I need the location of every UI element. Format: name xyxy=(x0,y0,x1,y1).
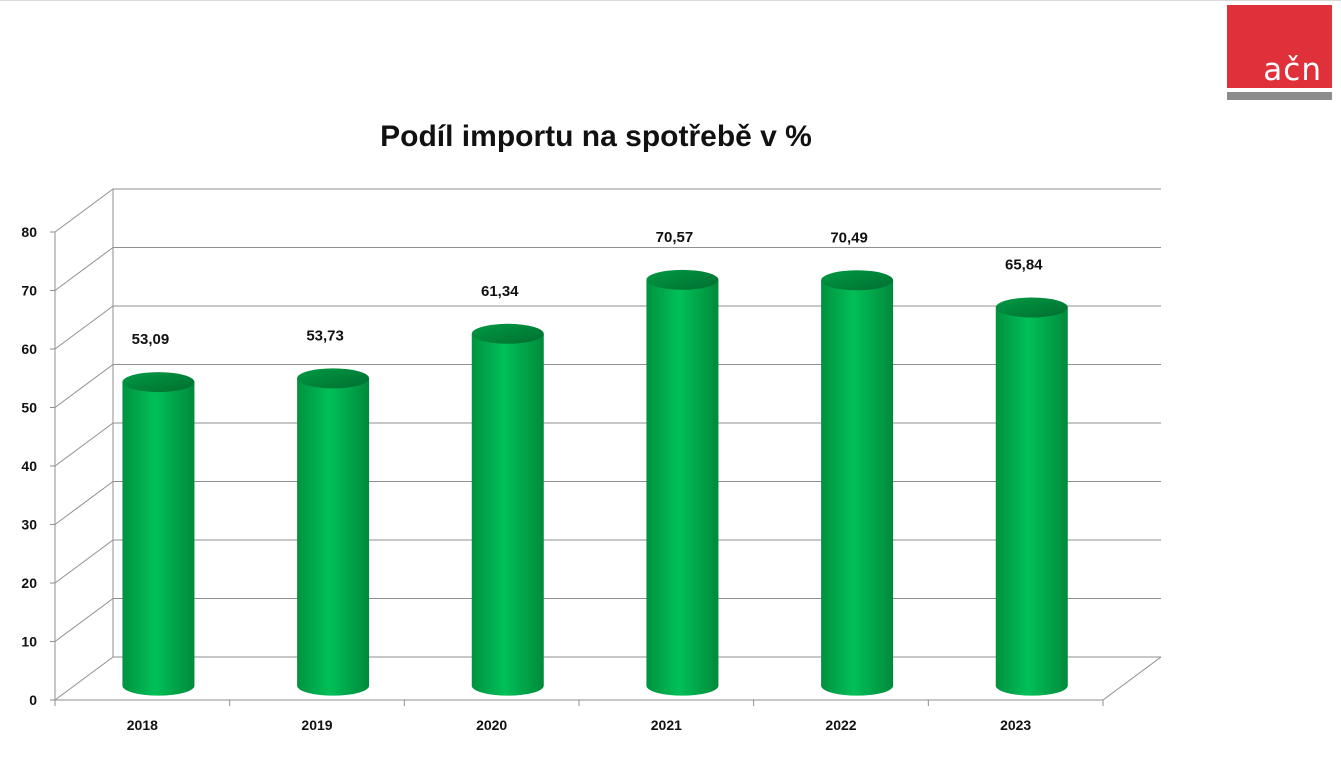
bar-top-cap xyxy=(297,368,370,389)
bar-body xyxy=(821,280,894,696)
floor-right-edge xyxy=(1102,656,1162,701)
depth-gridline xyxy=(54,422,114,467)
x-tick-label: 2019 xyxy=(301,717,332,733)
data-label: 70,57 xyxy=(656,229,694,246)
depth-gridline xyxy=(54,598,114,642)
depth-gridline xyxy=(54,364,114,408)
top-divider xyxy=(0,0,1341,1)
chart-bars xyxy=(122,269,1068,696)
bar-2021 xyxy=(646,269,719,696)
depth-gridline xyxy=(54,481,114,525)
x-tick-label: 2018 xyxy=(127,717,158,733)
bar-2023 xyxy=(995,297,1068,696)
data-label: 53,73 xyxy=(306,327,344,344)
bar-top-cap xyxy=(471,323,544,344)
bar-2020 xyxy=(471,323,544,696)
x-tick-label: 2020 xyxy=(476,717,507,733)
bar-body xyxy=(471,333,544,696)
bar-top-cap xyxy=(122,372,195,393)
y-tick-label: 70 xyxy=(21,283,37,299)
y-tick-label: 60 xyxy=(21,341,37,357)
x-tick-label: 2021 xyxy=(651,717,682,733)
bar-2019 xyxy=(297,368,370,696)
y-tick-label: 30 xyxy=(21,517,37,533)
x-tick-label: 2022 xyxy=(825,717,856,733)
bar-top-cap xyxy=(821,270,894,291)
y-tick-label: 50 xyxy=(21,400,37,416)
y-tick-label: 80 xyxy=(21,224,37,240)
depth-gridline xyxy=(54,188,114,233)
x-tick-label: 2023 xyxy=(1000,717,1031,733)
bar-body xyxy=(646,279,719,696)
acn-logo: ačn xyxy=(1227,5,1332,88)
y-tick-label: 20 xyxy=(21,575,37,591)
depth-gridline xyxy=(54,247,114,291)
bar-top-cap xyxy=(995,297,1068,318)
data-label: 70,49 xyxy=(830,229,868,246)
y-tick-label: 0 xyxy=(29,692,37,708)
bar-2022 xyxy=(821,270,894,696)
y-tick-label: 10 xyxy=(21,634,37,650)
bar-body xyxy=(297,378,370,696)
data-label: 61,34 xyxy=(481,283,519,300)
data-label: 53,09 xyxy=(132,331,170,348)
bar-2018 xyxy=(122,372,195,696)
chart-grid xyxy=(50,188,1162,706)
bar-body xyxy=(995,307,1068,696)
depth-gridline xyxy=(54,305,114,350)
logo-text: ačn xyxy=(1263,52,1322,88)
data-label: 65,84 xyxy=(1005,256,1043,273)
y-tick-label: 40 xyxy=(21,458,37,474)
bar-top-cap xyxy=(646,269,719,290)
bar-body xyxy=(122,382,195,696)
chart-labels: 0 10 20 30 40 50 60 70 80 53,09 2018 53,73 2019 61,34… xyxy=(21,224,1043,733)
logo-underline-bar xyxy=(1227,92,1332,100)
depth-gridline xyxy=(54,656,114,701)
depth-gridline xyxy=(54,539,114,584)
chart-title: Podíl importu na spotřebě v % xyxy=(380,120,812,153)
